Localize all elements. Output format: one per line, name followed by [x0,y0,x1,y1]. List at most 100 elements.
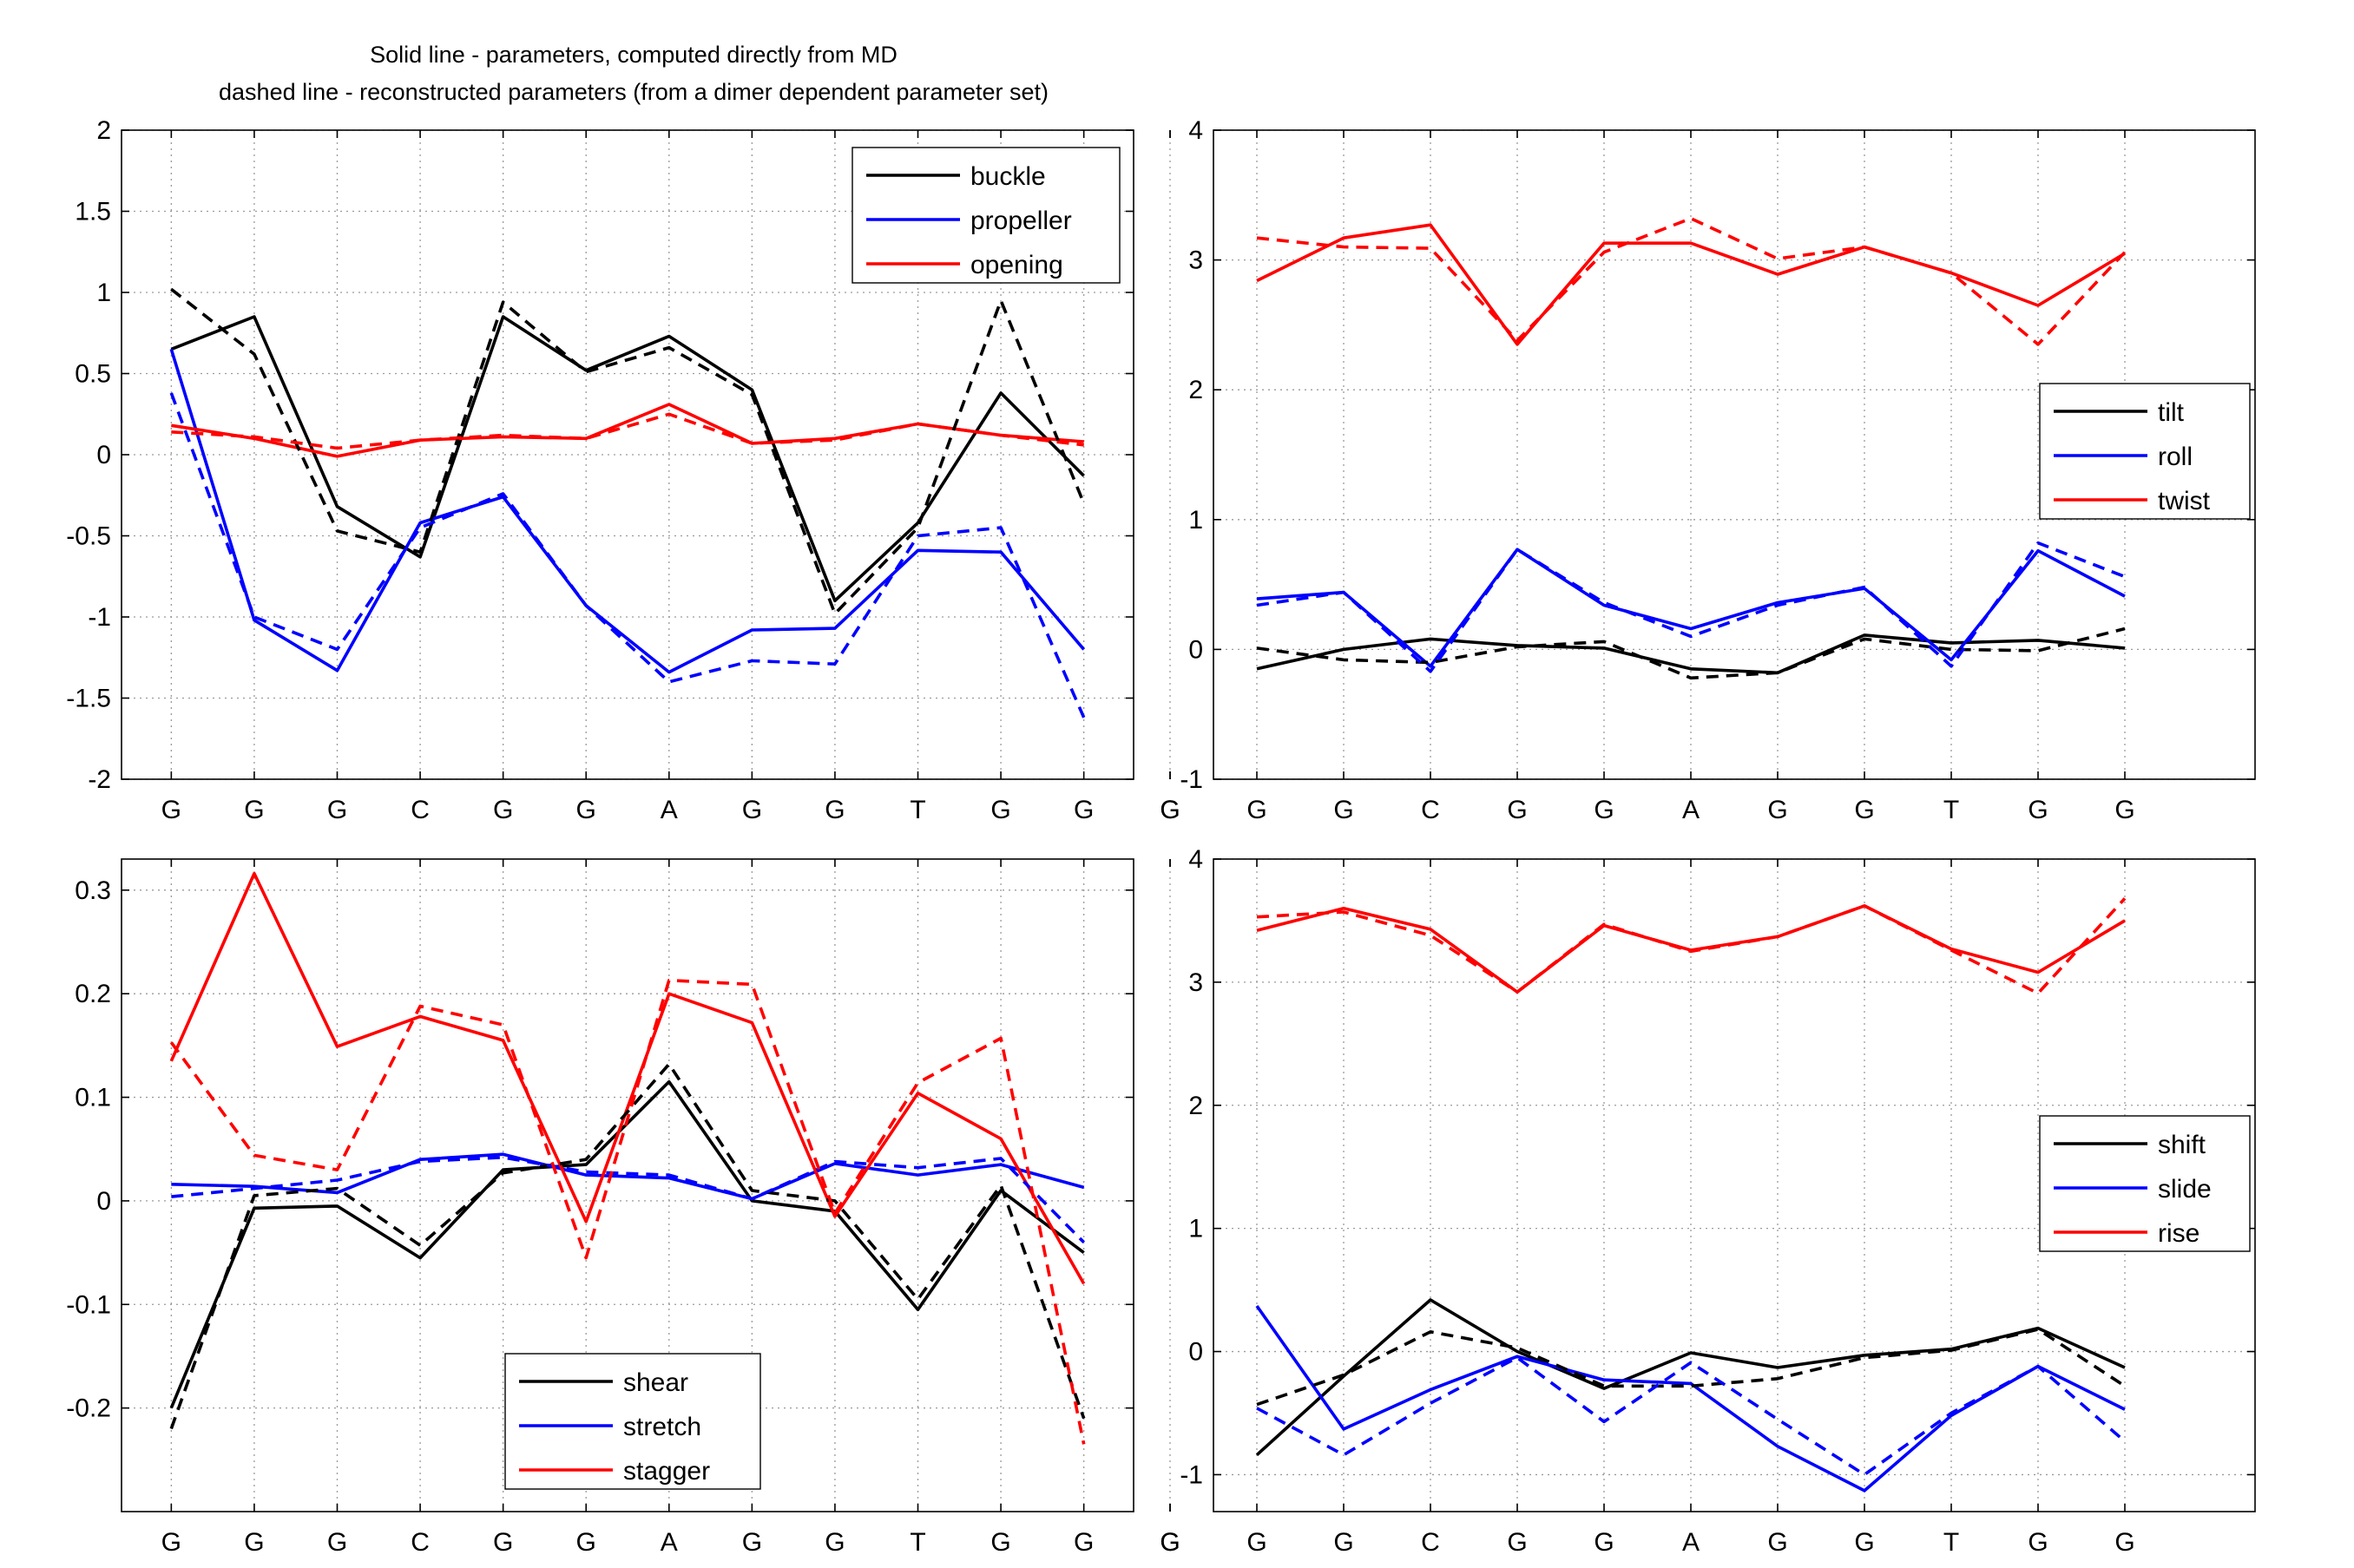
x-tick-label: T [1943,796,1959,824]
x-tick-label: G [327,796,347,824]
y-tick-label: -0.2 [66,1394,111,1423]
x-tick-label: C [411,796,430,824]
x-tick-label: G [1854,1528,1874,1557]
y-tick-label: 0 [96,441,111,469]
x-tick-label: A [1682,796,1700,824]
y-tick-label: 2 [96,116,111,145]
y-tick-label: 3 [1188,968,1203,997]
series-line-slide [1255,1304,2126,1493]
x-tick-label: G [1160,1528,1180,1557]
legend-label-shift: shift [2158,1131,2206,1159]
x-tick-label: G [1594,796,1614,824]
x-tick-label: G [1074,796,1094,824]
series-line-reconstructed-3 [170,287,1086,616]
y-tick-label: 2 [1188,376,1203,404]
x-tick-label: A [661,1528,678,1557]
x-tick-label: G [1507,1528,1527,1557]
x-tick-label: G [2114,1528,2134,1557]
y-tick-label: -0.5 [66,522,111,551]
y-tick-label: 0.3 [75,876,111,905]
x-tick-label: G [161,1528,181,1557]
series-line-opening [171,403,1084,458]
series-line-reconstructed-5 [1256,216,2127,346]
x-tick-label: C [1421,796,1440,824]
y-tick-label: -1 [1180,1460,1203,1489]
axes-box [1213,129,2256,780]
legend-label-buckle: buckle [970,162,1046,191]
y-tick-label: 2 [1188,1092,1203,1120]
x-tick-label: G [1160,796,1180,824]
axes-box [121,858,1134,1512]
series-line-shift [1255,1298,2126,1457]
series-line-reconstructed-4 [171,1156,1085,1243]
series-line-buckle [170,315,1085,603]
legend: tilt roll twist [2039,383,2251,520]
series-line-stagger [169,871,1086,1285]
legend-label-stagger: stagger [623,1457,710,1486]
series-line-reconstructed-3 [1256,627,2126,680]
x-tick-label: G [327,1528,347,1557]
y-tick-label: 0.5 [75,360,111,389]
series-line-reconstructed-3 [169,1062,1086,1430]
legend-label-stretch: stretch [623,1413,701,1441]
legend-label-propeller: propeller [970,207,1072,235]
legend-label-rise: rise [2158,1219,2199,1248]
x-tick-label: G [990,796,1010,824]
x-tick-label: G [161,796,181,824]
y-tick-label: -0.1 [66,1290,111,1319]
legend-box [852,147,1121,284]
x-tick-label: G [742,1528,762,1557]
y-tick-label: 1.5 [75,198,111,226]
x-tick-label: A [1682,1528,1700,1557]
x-tick-label: A [661,796,678,824]
legend-label-twist: twist [2158,487,2211,515]
x-tick-label: G [1246,1528,1266,1557]
x-tick-label: G [1160,1528,1180,1557]
y-tick-label: 0.2 [75,980,111,1008]
x-tick-label: C [1421,1528,1440,1557]
y-tick-label: -1 [1180,765,1203,794]
y-tick-label: 0.1 [75,1084,111,1112]
legend-box [2039,383,2251,520]
series-line-reconstructed-4 [1256,1355,2127,1477]
series-line-rise [1256,904,2126,994]
series-line-reconstructed-5 [171,412,1084,450]
legend-label-shear: shear [623,1368,688,1397]
legend: buckle propeller opening [852,147,1121,284]
y-tick-label: 3 [1188,246,1203,275]
y-tick-label: 4 [1188,845,1203,874]
legend-box [504,1353,761,1490]
x-tick-label: G [742,796,762,824]
x-tick-label: G [576,796,596,824]
x-tick-label: G [2028,1528,2048,1557]
x-tick-label: G [1074,1528,1094,1557]
series-line-propeller [169,348,1086,674]
series-line-roll [1256,548,2126,668]
x-tick-label: C [411,1528,430,1557]
legend-label-opening: opening [970,251,1063,279]
y-tick-label: 1 [96,279,111,307]
x-tick-label: G [825,1528,845,1557]
series-line-reconstructed-4 [169,392,1086,718]
y-tick-label: 0 [1188,1338,1203,1367]
x-tick-label: T [1943,1528,1959,1557]
y-tick-label: 1 [1188,506,1203,535]
x-tick-label: G [244,1528,264,1557]
x-tick-label: G [2028,796,2048,824]
legend-label-roll: roll [2158,443,2193,471]
series-line-reconstructed-5 [169,978,1086,1445]
legend-label-slide: slide [2158,1175,2212,1204]
x-tick-label: T [910,1528,925,1557]
figure-title-line-1: Solid line - parameters, computed direct… [370,42,898,68]
series-line-twist [1256,223,2126,346]
x-tick-label: G [990,1528,1010,1557]
y-tick-label: 0 [1188,635,1203,664]
x-tick-label: G [493,1528,513,1557]
y-tick-label: -1 [88,603,111,632]
legend-label-tilt: tilt [2158,398,2185,427]
x-tick-label: G [1767,796,1787,824]
